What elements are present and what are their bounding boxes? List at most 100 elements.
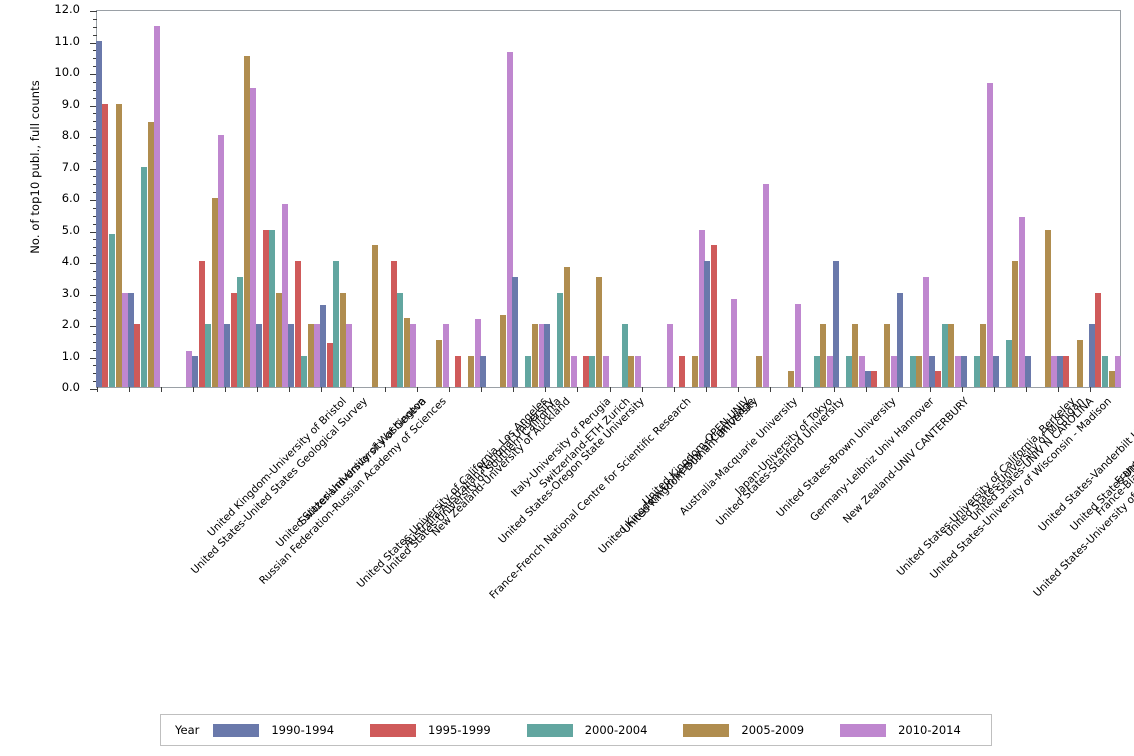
y-tick-minor	[93, 381, 97, 383]
y-tick-label: 0.0	[61, 380, 80, 394]
x-tick	[353, 387, 354, 392]
y-tick-minor	[93, 239, 97, 241]
y-tick-label: 7.0	[61, 159, 80, 174]
bar	[980, 324, 987, 387]
bar	[410, 324, 417, 387]
bar	[326, 342, 333, 387]
bar	[243, 56, 250, 387]
bar	[1056, 355, 1063, 387]
x-tick	[577, 387, 578, 392]
bar	[186, 350, 193, 387]
y-tick-minor	[93, 34, 97, 36]
y-tick-major	[90, 294, 97, 296]
x-tick	[674, 387, 675, 392]
x-tick	[417, 387, 418, 392]
y-tick-minor	[93, 113, 97, 115]
y-tick-label: 2.0	[61, 317, 80, 331]
bar	[871, 371, 878, 387]
bar	[346, 324, 353, 387]
y-tick-minor	[93, 247, 97, 249]
bar	[1019, 216, 1026, 387]
y-tick-minor	[93, 184, 97, 186]
bar	[628, 355, 635, 387]
bar	[922, 276, 929, 387]
bar	[1063, 355, 1070, 387]
y-tick-minor	[93, 286, 97, 288]
bar	[711, 245, 717, 387]
y-tick-major	[90, 263, 97, 264]
bar	[191, 355, 198, 387]
bar	[788, 371, 795, 387]
x-tick	[1026, 387, 1027, 392]
x-tick	[706, 387, 707, 392]
y-tick-minor	[93, 215, 97, 217]
bar	[589, 355, 596, 387]
legend-item[interactable]: 2000-2004	[526, 723, 674, 737]
y-tick-minor	[93, 121, 97, 123]
bar	[678, 355, 685, 387]
y-tick-minor	[93, 144, 97, 146]
y-tick-label: 1.0	[61, 348, 80, 363]
bar	[1088, 324, 1095, 387]
x-axis-labels: United States-United States Geological S…	[0, 392, 1134, 692]
x-tick	[481, 387, 482, 392]
y-tick-major	[90, 389, 97, 390]
legend: Year 1990-1994 1995-1999 2000-2004 2005-200…	[160, 714, 992, 746]
bar	[1115, 355, 1122, 387]
y-tick-label: 8.0	[61, 128, 80, 142]
bar	[102, 103, 109, 387]
bar	[896, 292, 903, 387]
x-tick	[1090, 387, 1091, 392]
x-tick	[610, 387, 611, 392]
y-tick-minor	[93, 58, 97, 60]
bar	[557, 292, 564, 387]
legend-item[interactable]: 1990-1994	[213, 723, 360, 737]
y-tick-minor	[93, 50, 97, 52]
legend-label: 2000-2004	[584, 723, 648, 737]
x-tick	[1058, 387, 1059, 392]
bar	[1095, 292, 1102, 387]
bar	[813, 355, 820, 387]
x-tick	[802, 387, 803, 392]
bar	[832, 261, 839, 387]
bar	[255, 324, 262, 387]
y-tick-minor	[93, 302, 97, 304]
bar	[532, 324, 539, 387]
bar	[634, 355, 641, 387]
bar	[320, 305, 327, 387]
bar	[973, 355, 980, 387]
bar	[95, 40, 102, 387]
x-tick	[834, 387, 835, 392]
bar	[525, 355, 532, 387]
bar	[282, 204, 289, 387]
y-tick-label: 4.0	[61, 254, 80, 268]
x-tick	[449, 387, 450, 392]
y-tick-label: 10.0	[54, 65, 80, 79]
bar	[467, 355, 474, 387]
bar	[223, 324, 230, 387]
bars-layer	[95, 11, 1122, 392]
y-tick-major	[90, 168, 97, 170]
bar	[928, 355, 935, 387]
bar	[250, 87, 257, 387]
y-tick-minor	[93, 278, 97, 280]
legend-item[interactable]: 1995-1999	[370, 723, 517, 737]
x-axis-label: Russian Federation-Russian Academy of Sc…	[257, 395, 449, 587]
bar	[698, 229, 705, 387]
bar	[852, 324, 859, 387]
bar	[339, 292, 346, 387]
bar	[390, 261, 397, 387]
bar	[480, 355, 487, 387]
y-tick-minor	[93, 192, 97, 194]
y-tick-major	[90, 42, 97, 44]
legend-swatch	[526, 723, 573, 737]
bar	[570, 355, 577, 387]
legend-swatch	[370, 723, 417, 737]
legend-swatch	[213, 723, 260, 737]
legend-item[interactable]: 2005-2009	[683, 723, 830, 737]
bar	[127, 292, 134, 387]
y-tick-minor	[93, 349, 97, 351]
legend-item[interactable]: 2010-2014	[840, 723, 987, 737]
bar	[666, 324, 673, 387]
bar	[371, 245, 378, 387]
